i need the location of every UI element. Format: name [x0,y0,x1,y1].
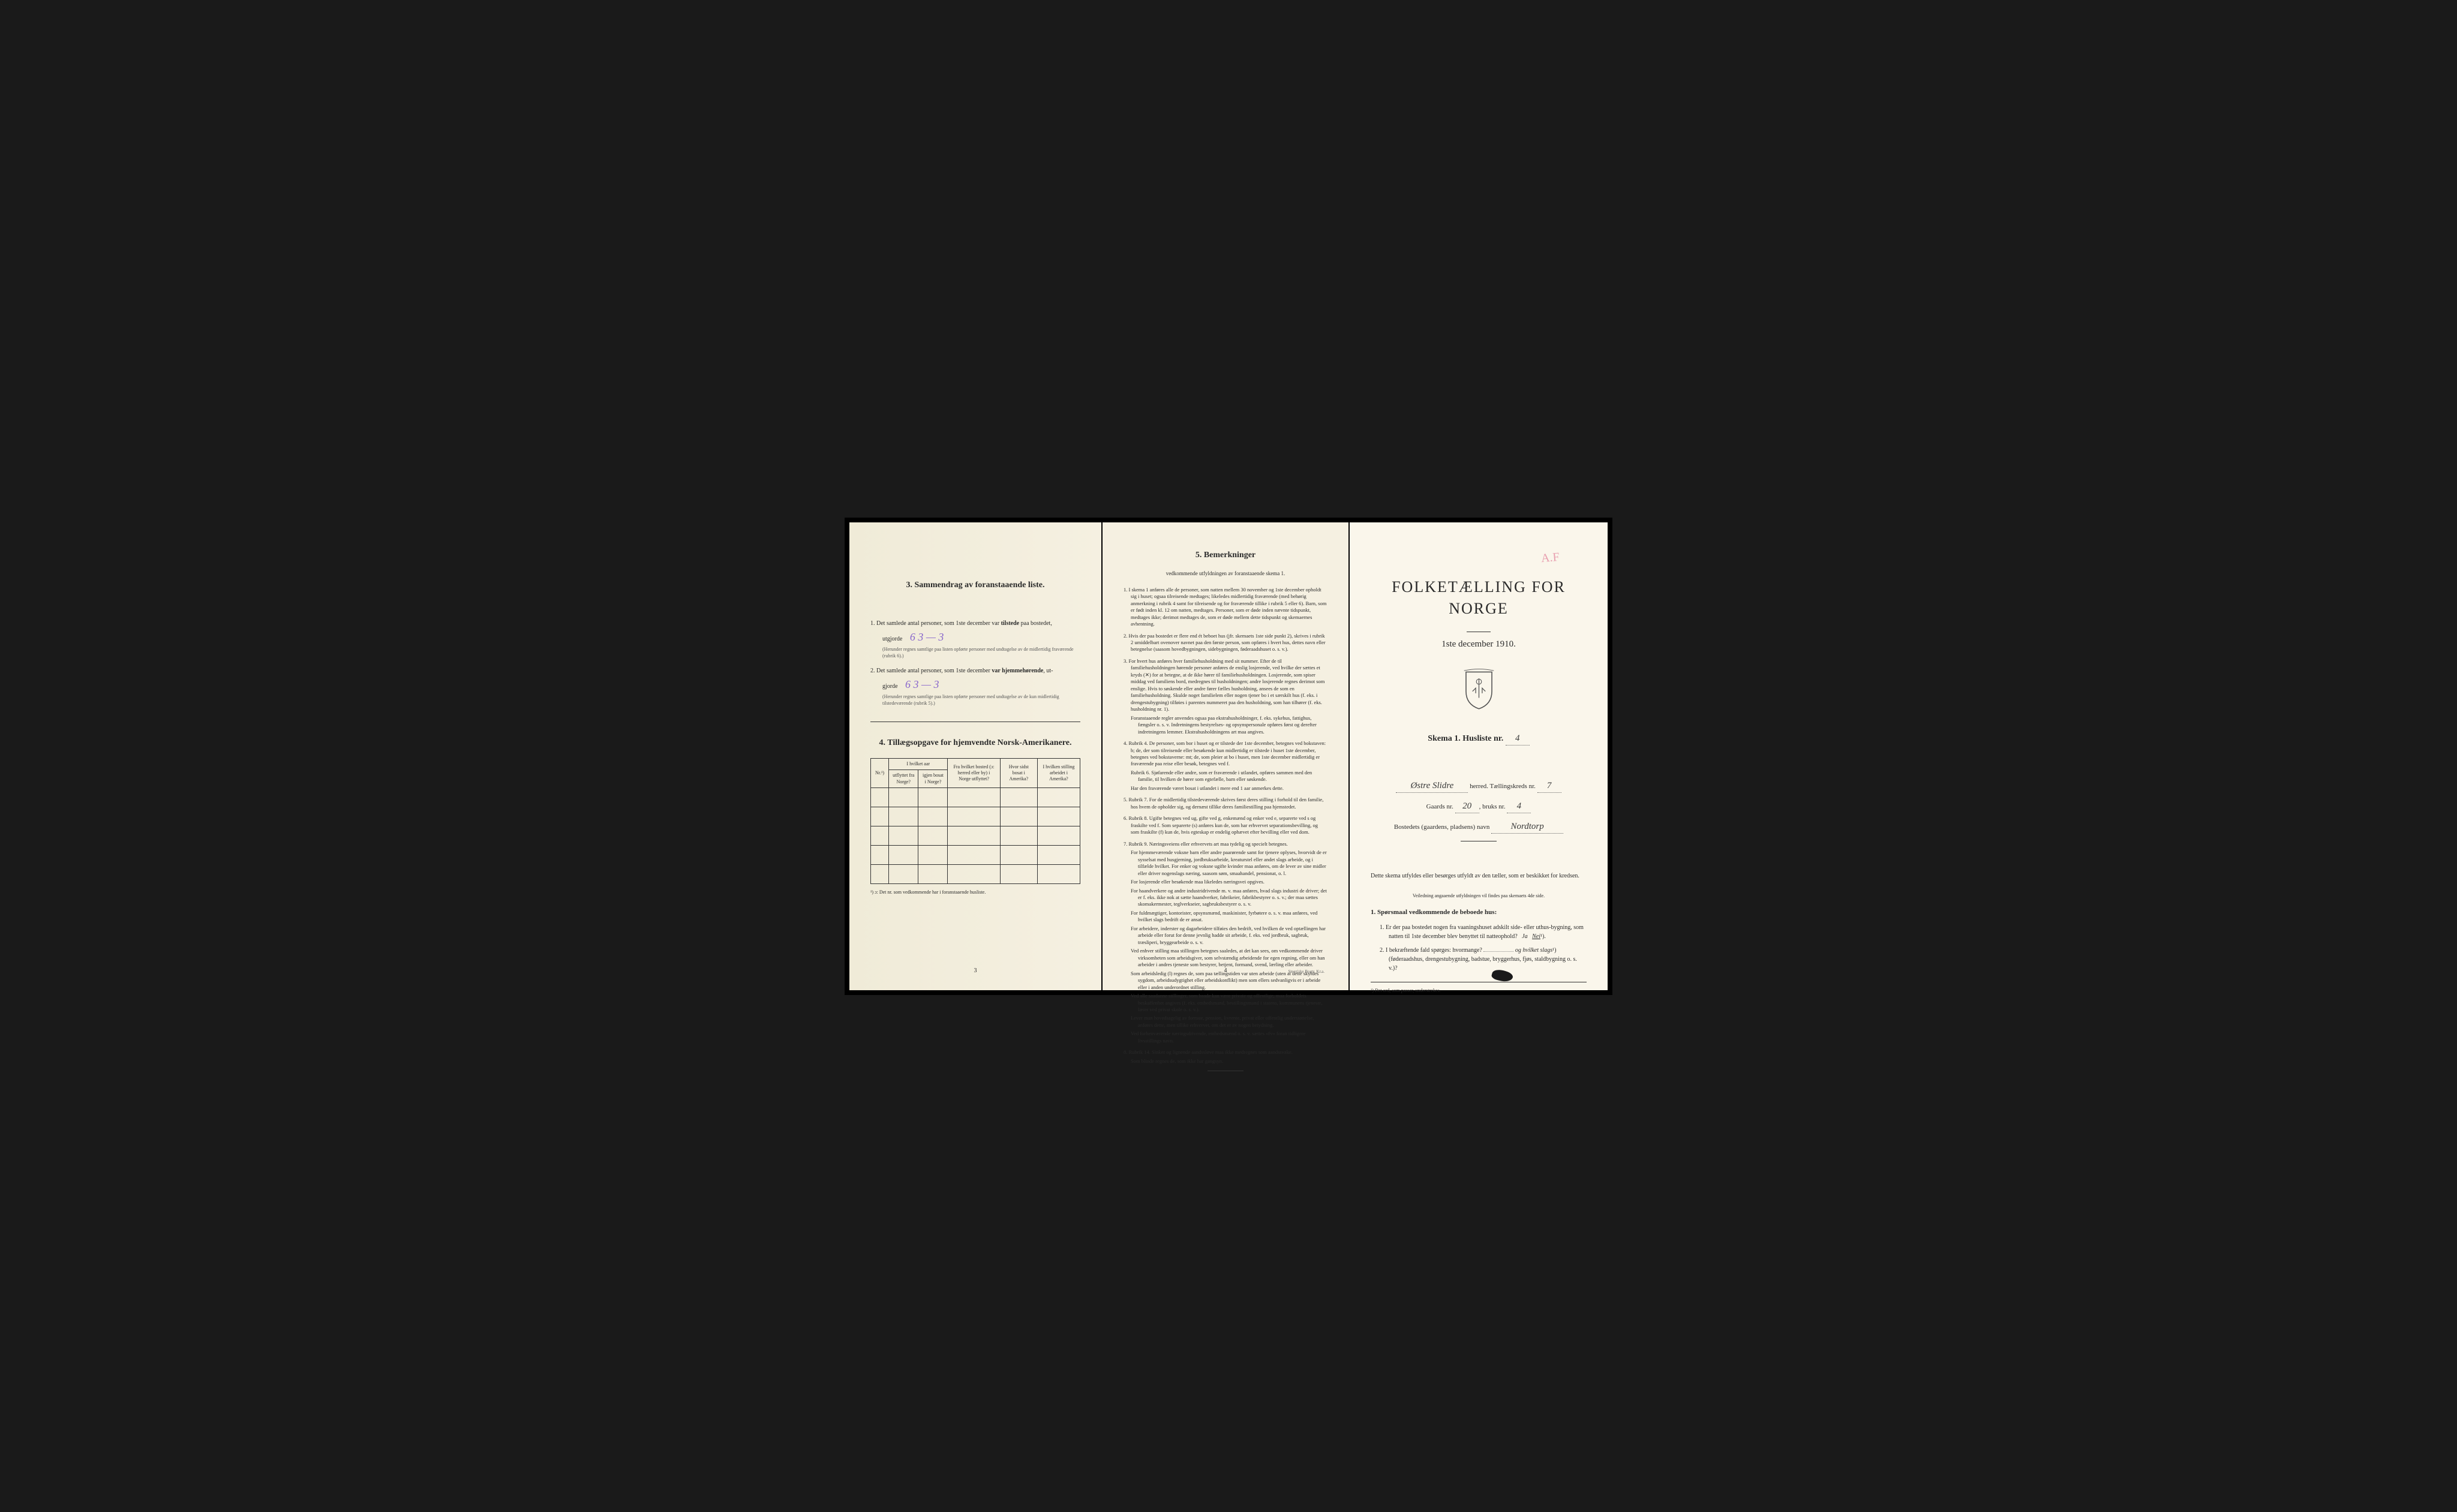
coat-of-arms-icon [1371,669,1587,714]
bemerkning-5: 5. Rubrik 7. For de midlertidig tilstede… [1124,796,1327,810]
gaards-nr: 20 [1455,800,1479,813]
section4-footnote: ¹) ɔ: Det nr. som vedkommende har i fora… [870,889,1080,895]
q1-text: 1. Er der paa bostedet nogen fra vaaning… [1380,924,1584,940]
bruks-label: bruks nr. [1482,803,1506,810]
th-amerika: Hvor sidst bosat i Amerika? [1000,759,1037,788]
item2-line2: gjorde [882,683,898,690]
item1-prefix: 1. Det samlede antal personer, som 1ste … [870,620,1001,627]
q2-end: (føderaadshus, drengestubygning, badstue… [1389,956,1577,972]
q2-blank1 [1483,951,1513,952]
table-row [871,865,1080,884]
page-middle: 5. Bemerkninger vedkommende utfyldningen… [1103,522,1348,990]
table-row [871,846,1080,865]
section3-item1: 1. Det samlede antal personer, som 1ste … [870,619,1080,659]
page-left: 3. Sammendrag av foranstaaende liste. 1.… [849,522,1101,990]
kreds-nr: 7 [1537,780,1561,793]
skema-nr: 4 [1506,732,1530,746]
instruction-small: Veiledning angaaende utfyldningen vil fi… [1371,892,1587,899]
q2-text: 2. I bekræftende fald spørges: hvormange… [1380,947,1482,954]
item1-bold: tilstede [1001,620,1020,627]
herred-line: Østre Slidre herred. Tællingskreds nr. 7 [1371,780,1587,793]
th-bosted: Fra hvilket bosted (ɔ: herred eller by) … [948,759,1000,788]
bemerkning-6: 6. Rubrik 8. Ugifte betegnes ved ug, gif… [1124,815,1327,835]
page-number-4: 4 [1224,967,1227,975]
page3-footnote: ¹) Det ord, som passer, understrekes. [1371,987,1587,994]
th-utflyttet: utflyttet fra Norge? [889,770,918,788]
q2-mid: og hvilket slags [1515,947,1552,954]
item2-suffix: , ut- [1043,668,1053,674]
bruks-nr: 4 [1507,800,1531,813]
section3-heading: 3. Sammendrag av foranstaaende liste. [870,579,1080,591]
item2-handwriting: 6 3 — 3 [905,678,939,690]
item1-note: (Herunder regnes samtlige paa listen opf… [882,646,1080,659]
bemerkning-3: 3. For hvert hus anføres hver familiehus… [1124,658,1327,735]
printer-note: Steen'ske Bogtr. Kr.a. [1288,969,1324,975]
bemerkning-4: 4. Rubrik 4. De personer, som bor i huse… [1124,740,1327,792]
bemerkning-1: 1. I skema 1 anføres alle de personer, s… [1124,587,1327,628]
th-aar: I hvilket aar [889,759,948,770]
q1-nei: Nei [1532,933,1540,940]
skema-label: Skema 1. Husliste nr. [1428,734,1503,743]
table-row [871,826,1080,846]
item2-note: (Herunder regnes samtlige paa listen opf… [882,693,1080,707]
section5-subheading: vedkommende utfyldningen av foranstaaend… [1124,570,1327,578]
bemerkning-7: 7. Rubrik 9. Næringsveiens eller erhverv… [1124,841,1327,1045]
item2-bold: var hjemmehørende [992,668,1043,674]
page-number-3: 3 [974,967,977,975]
instruction-text: Dette skema utfyldes eller besørges utfy… [1371,871,1587,880]
item2-prefix: 2. Det samlede antal personer, som 1ste … [870,668,992,674]
section3-item2: 2. Det samlede antal personer, som 1ste … [870,666,1080,707]
question-2: 2. I bekræftende fald spørges: hvormange… [1380,946,1587,973]
herred-label: herred. Tællingskreds nr. [1470,783,1536,790]
skema-line: Skema 1. Husliste nr. 4 [1371,732,1587,746]
th-igjen: igjen bosat i Norge? [918,770,948,788]
page-right: A.F FOLKETÆLLING FOR NORGE 1ste december… [1350,522,1608,990]
gaards-label: Gaards nr. [1426,803,1453,810]
bemerkning-8: 8. Rubrik 14. Sinker og lignende aandssl… [1124,1049,1327,1065]
table-row [871,788,1080,807]
th-stilling: I hvilken stilling arbeidet i Amerika? [1037,759,1080,788]
amerikanere-table: Nr.¹) I hvilket aar Fra hvilket bosted (… [870,758,1080,884]
th-nr: Nr.¹) [871,759,889,788]
bemerkninger-list: 1. I skema 1 anføres alle de personer, s… [1124,587,1327,1065]
section4-heading: 4. Tillægsopgave for hjemvendte Norsk-Am… [870,737,1080,749]
q1-ja: Ja [1522,933,1527,940]
question-heading: 1. Spørsmaal vedkommende de beboede hus: [1371,908,1587,917]
main-title: FOLKETÆLLING FOR NORGE [1371,576,1587,620]
section5-heading: 5. Bemerkninger [1124,549,1327,561]
bosted-handwriting: Nordtorp [1491,820,1563,834]
date-line: 1ste december 1910. [1371,638,1587,651]
item1-line2: utgjorde [882,636,902,642]
item1-handwriting: 6 3 — 3 [910,631,944,643]
bemerkning-2: 2. Hvis der paa bostedet er flere end ét… [1124,633,1327,653]
herred-handwriting: Østre Slidre [1396,780,1468,793]
pink-annotation: A.F [1540,548,1560,567]
gaards-line: Gaards nr. 20, bruks nr. 4 [1371,800,1587,813]
q1-sup: ¹). [1540,933,1546,940]
bosted-label: Bostedets (gaardens, pladsens) navn [1394,823,1489,831]
item1-suffix: paa bostedet, [1019,620,1052,627]
bosted-line: Bostedets (gaardens, pladsens) navn Nord… [1371,820,1587,834]
question-1: 1. Er der paa bostedet nogen fra vaaning… [1380,923,1587,941]
table-row [871,807,1080,826]
document-container: 3. Sammendrag av foranstaaende liste. 1.… [845,518,1612,995]
q2-sup: ¹) [1552,947,1556,954]
